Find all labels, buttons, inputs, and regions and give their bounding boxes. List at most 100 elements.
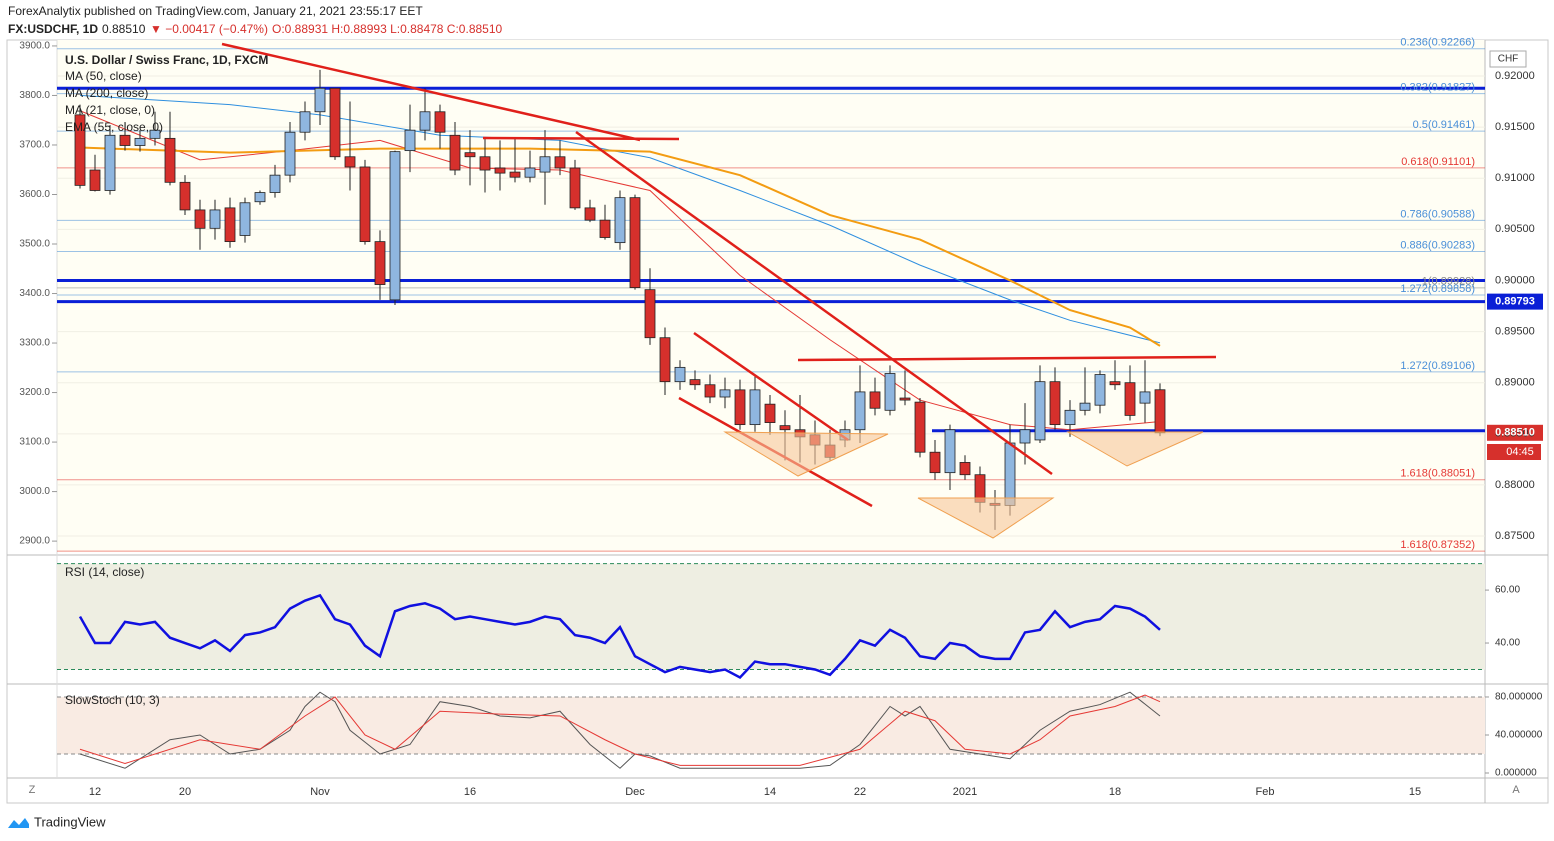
candle-body xyxy=(869,391,881,409)
candle-body xyxy=(944,429,956,474)
candle-body xyxy=(134,137,146,146)
y2-tick-label: 3600.0 xyxy=(19,189,50,200)
button[interactable]: A xyxy=(1512,784,1520,796)
candle-body xyxy=(584,207,596,221)
fib-label: 1.618(0.88051) xyxy=(1400,468,1475,480)
candle-body xyxy=(74,114,86,186)
candle-body xyxy=(209,209,221,229)
indicator-line xyxy=(79,691,1161,769)
candle-body xyxy=(1139,391,1151,404)
y-tick-label: 40.000000 xyxy=(1495,730,1543,741)
candle-body xyxy=(179,181,191,211)
price-tag xyxy=(1487,424,1543,441)
y-tick-label: 0.90500 xyxy=(1495,223,1535,235)
pane-title: SlowStoch (10, 3) xyxy=(65,693,160,707)
currency: CHF xyxy=(1498,54,1519,65)
candle-body xyxy=(1124,382,1136,416)
candle-body xyxy=(704,384,716,398)
y2-tick-label: 3800.0 xyxy=(19,90,50,101)
brand: TradingView xyxy=(34,814,106,829)
pattern xyxy=(917,497,1055,539)
x-tick-label: 16 xyxy=(464,786,476,798)
candle-body xyxy=(1019,429,1031,444)
marks xyxy=(52,45,1543,774)
x-tick-label: 20 xyxy=(179,786,191,798)
candle-body xyxy=(494,167,506,174)
indicator-line xyxy=(78,593,1161,679)
candle-body xyxy=(719,389,731,398)
y2-tick-label: 3200.0 xyxy=(19,387,50,398)
candle-body xyxy=(314,87,326,113)
y-tick-label: 0.88500 xyxy=(1495,428,1535,440)
candle-body xyxy=(1034,381,1046,441)
fib-label: 0.886(0.90283) xyxy=(1400,239,1475,251)
x-tick-label: Feb xyxy=(1256,786,1275,798)
y2-tick-label: 3900.0 xyxy=(19,41,50,52)
x-tick-label: 15 xyxy=(1409,786,1421,798)
candle-body xyxy=(254,192,266,203)
x-tick-label: 12 xyxy=(89,786,101,798)
x-tick-label: Nov xyxy=(310,786,330,798)
candle-body xyxy=(329,87,341,158)
timer-box xyxy=(1487,444,1541,460)
fib-label: 0.786(0.90588) xyxy=(1400,208,1475,220)
publisher: ForexAnalytix published on TradingView.c… xyxy=(8,4,423,18)
y2-tick-label: 3700.0 xyxy=(19,140,50,151)
price-tag-label: 0.89793 xyxy=(1495,296,1535,308)
price-pane xyxy=(57,40,1485,552)
candle-body xyxy=(104,134,116,191)
y2-tick-label: 3400.0 xyxy=(19,288,50,299)
fib-label: 0.382(0.91827) xyxy=(1400,82,1475,94)
candle-body xyxy=(509,171,521,178)
y2-tick-label: 3300.0 xyxy=(19,338,50,349)
candle-body xyxy=(929,451,941,474)
band xyxy=(57,696,1485,754)
labels: 0.92000 0.91500 0.91000 0.90500 0.90000 0.895… xyxy=(19,37,1542,798)
y-tick-label: 0.91500 xyxy=(1495,121,1535,133)
candle-body xyxy=(1094,374,1106,406)
symbol: FX:USDCHF, 1D xyxy=(8,22,98,36)
y2-tick-label: 2900.0 xyxy=(19,536,50,547)
candle-body xyxy=(749,389,761,426)
chart-title: U.S. Dollar / Swiss Franc, 1D, FXCM xyxy=(65,53,268,67)
y-tick-label: 0.87500 xyxy=(1495,530,1535,542)
fib-label: 1.618(0.87352) xyxy=(1400,539,1475,551)
legend-entry: MA (21, close, 0) xyxy=(65,103,155,117)
candle-body xyxy=(434,111,446,133)
candle-body xyxy=(599,219,611,238)
price: 0.88510 xyxy=(102,22,146,36)
legend-entry: EMA (55, close, 0) xyxy=(65,120,163,134)
candle-body xyxy=(344,156,356,168)
y-tick-label: 40.00 xyxy=(1495,638,1520,649)
candle-body xyxy=(959,462,971,476)
drawings xyxy=(221,42,1217,539)
y-tick-label: 0.89000 xyxy=(1495,377,1535,389)
fib-label: 1.272(0.89858) xyxy=(1400,283,1475,295)
x-tick-label: 18 xyxy=(1109,786,1121,798)
candle-body xyxy=(119,134,131,146)
button[interactable]: Z xyxy=(29,784,36,796)
fib-label: 0.236(0.92266) xyxy=(1400,37,1475,49)
y2-tick-label: 3100.0 xyxy=(19,437,50,448)
pane-title: RSI (14, close) xyxy=(65,565,144,579)
trendline xyxy=(221,42,641,142)
trendline xyxy=(482,136,680,141)
candle-body xyxy=(539,156,551,173)
x-tick-label: Dec xyxy=(625,786,645,798)
candle-body xyxy=(374,241,386,285)
trendline xyxy=(575,130,1053,476)
pattern xyxy=(1066,431,1204,467)
band xyxy=(57,563,1485,670)
candle-body xyxy=(419,111,431,131)
candle-body xyxy=(764,403,776,423)
candle-body xyxy=(779,425,791,431)
y2-tick-label: 3000.0 xyxy=(19,486,50,497)
candle-body xyxy=(389,151,401,301)
candle-body xyxy=(659,337,671,383)
candle-body xyxy=(164,137,176,183)
y-tick-label: 80.000000 xyxy=(1495,692,1543,703)
fib-label: 0.618(0.91101) xyxy=(1401,156,1475,168)
candle-body xyxy=(644,289,656,339)
candle-body xyxy=(554,156,566,169)
